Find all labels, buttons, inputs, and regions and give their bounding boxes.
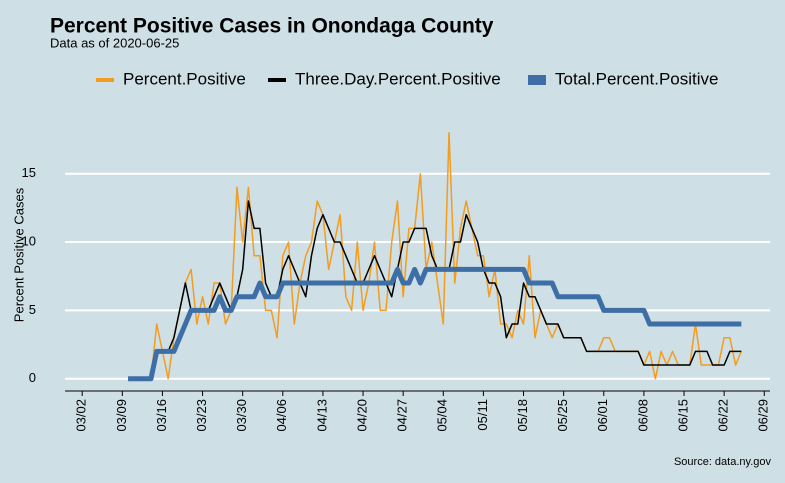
x-tick-label: 03/02 bbox=[74, 399, 89, 432]
legend-label: Three.Day.Percent.Positive bbox=[295, 69, 501, 88]
series-line bbox=[128, 266, 742, 382]
x-tick-label: 03/16 bbox=[154, 399, 169, 432]
x-tick-label: 06/15 bbox=[675, 399, 690, 432]
x-tick-label: 06/22 bbox=[716, 399, 731, 432]
y-tick-label: 15 bbox=[22, 165, 36, 180]
x-tick-label: 06/08 bbox=[635, 399, 650, 432]
x-tick-label: 05/04 bbox=[435, 399, 450, 432]
y-axis-label: Percent Positive Cases bbox=[11, 187, 26, 322]
y-tick-label: 5 bbox=[29, 302, 36, 317]
y-tick-label: 10 bbox=[22, 233, 36, 248]
x-tick-label: 06/29 bbox=[756, 399, 771, 432]
x-tick-label: 04/13 bbox=[314, 399, 329, 432]
x-tick-label: 04/06 bbox=[274, 399, 289, 432]
x-tick-label: 05/18 bbox=[515, 399, 530, 432]
x-tick-label: 03/30 bbox=[234, 399, 249, 432]
x-tick-label: 05/25 bbox=[555, 399, 570, 432]
chart-title: Percent Positive Cases in Onondaga Count… bbox=[50, 15, 494, 38]
x-tick-label: 04/20 bbox=[354, 399, 369, 432]
legend-label: Percent.Positive bbox=[123, 69, 246, 88]
x-tick-label: 05/11 bbox=[475, 399, 490, 431]
source: Source: data.ny.gov bbox=[674, 456, 772, 468]
legend-label: Total.Percent.Positive bbox=[555, 69, 718, 88]
chart-subtitle: Data as of 2020-06-25 bbox=[50, 35, 179, 50]
x-tick-label: 03/23 bbox=[194, 399, 209, 432]
x-tick-label: 06/01 bbox=[595, 399, 610, 432]
y-tick-label: 0 bbox=[29, 370, 36, 385]
x-tick-label: 03/09 bbox=[114, 399, 129, 432]
x-tick-label: 04/27 bbox=[395, 399, 410, 432]
